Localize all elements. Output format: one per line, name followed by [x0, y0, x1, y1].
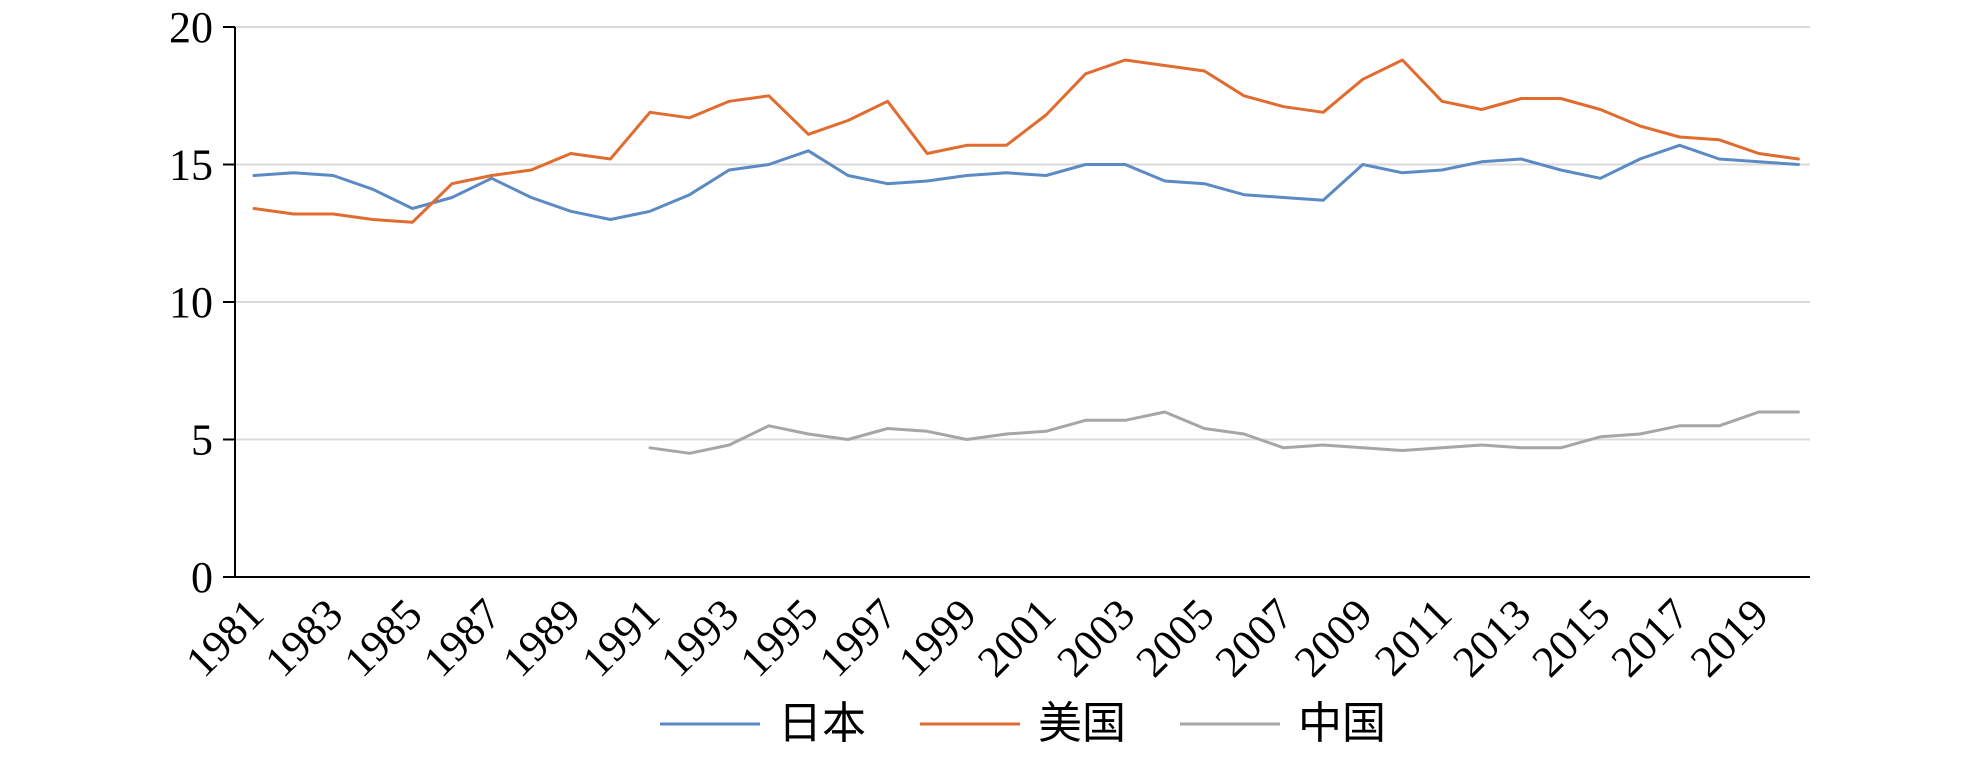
gridlines — [235, 26, 1810, 441]
series-line-3 — [648, 410, 1800, 455]
x-tick-label-2009: 2009 — [1285, 589, 1382, 686]
y-tick-label-15: 15 — [169, 141, 213, 190]
x-tick-label-1985: 1985 — [335, 589, 432, 686]
x-tick-label-2013: 2013 — [1443, 589, 1540, 686]
x-tick-label-2007: 2007 — [1206, 589, 1303, 686]
series-line-2 — [252, 58, 1800, 224]
legend-label-2: 美国 — [1038, 698, 1126, 749]
y-tick-label-20: 20 — [169, 3, 213, 52]
x-tick-label-1981: 1981 — [176, 589, 273, 686]
series-lines — [252, 58, 1800, 455]
x-tick-label-1983: 1983 — [255, 589, 352, 686]
x-tick-label-2015: 2015 — [1523, 589, 1620, 686]
x-tick-label-1987: 1987 — [414, 589, 511, 686]
x-tick-labels: 1981198319851987198919911993199519971999… — [176, 589, 1778, 686]
y-tick-labels: 0 5 10 15 20 — [169, 3, 213, 602]
x-tick-label-2005: 2005 — [1127, 589, 1224, 686]
x-tick-label-2001: 2001 — [968, 589, 1065, 686]
x-tick-label-1997: 1997 — [810, 589, 907, 686]
legend: 日本 美国 中国 — [660, 698, 1386, 749]
y-tick-label-0: 0 — [191, 553, 213, 602]
x-tick-label-1999: 1999 — [889, 589, 986, 686]
axes — [223, 26, 1810, 578]
x-tick-label-2017: 2017 — [1602, 589, 1699, 686]
x-tick-label-1989: 1989 — [493, 589, 590, 686]
y-tick-label-10: 10 — [169, 278, 213, 327]
x-tick-label-1995: 1995 — [731, 589, 828, 686]
x-tick-label-1993: 1993 — [651, 589, 748, 686]
x-tick-label-2011: 2011 — [1365, 589, 1461, 685]
x-tick-label-2019: 2019 — [1681, 589, 1778, 686]
series-line-1 — [252, 143, 1800, 221]
y-tick-label-5: 5 — [191, 416, 213, 465]
x-tick-label-2003: 2003 — [1047, 589, 1144, 686]
legend-label-3: 中国 — [1298, 698, 1386, 749]
x-tick-label-1991: 1991 — [572, 589, 669, 686]
legend-label-1: 日本 — [778, 698, 866, 749]
